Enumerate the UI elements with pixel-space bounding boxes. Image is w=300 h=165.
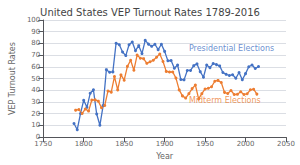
svg-text:20: 20: [31, 110, 40, 118]
svg-text:90: 90: [31, 28, 40, 36]
svg-text:100: 100: [27, 16, 40, 24]
svg-text:70: 70: [31, 51, 40, 59]
svg-text:VEP Turnout Rates: VEP Turnout Rates: [8, 42, 17, 115]
svg-text:1900: 1900: [156, 140, 174, 148]
svg-text:40: 40: [31, 86, 40, 94]
svg-text:0: 0: [35, 133, 41, 142]
svg-text:1800: 1800: [75, 140, 93, 148]
svg-text:2000: 2000: [237, 140, 255, 148]
svg-text:Midterm Elections: Midterm Elections: [189, 96, 261, 105]
svg-text:10: 10: [31, 121, 40, 129]
svg-text:50: 50: [31, 75, 40, 83]
svg-text:Presidential Elections: Presidential Elections: [189, 44, 274, 53]
svg-text:United States VEP Turnout Rate: United States VEP Turnout Rates 1789-201…: [40, 7, 260, 18]
svg-text:2050: 2050: [277, 140, 295, 148]
svg-text:1750: 1750: [34, 140, 52, 148]
svg-text:Year: Year: [155, 152, 174, 161]
svg-text:1950: 1950: [196, 140, 214, 148]
svg-text:80: 80: [31, 39, 40, 47]
svg-text:30: 30: [31, 98, 40, 106]
svg-text:1850: 1850: [115, 140, 133, 148]
svg-text:60: 60: [31, 63, 40, 71]
